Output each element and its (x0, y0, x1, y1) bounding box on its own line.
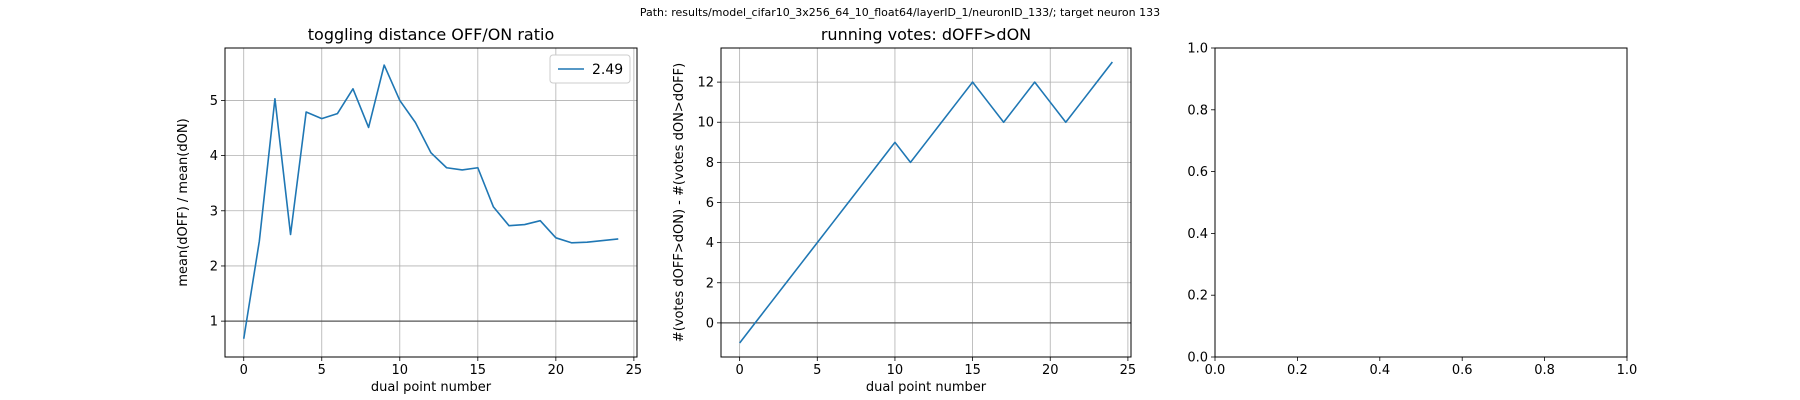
y-tick-label: 0.4 (1187, 227, 1208, 242)
y-tick-label: 2 (706, 276, 714, 291)
x-tick-label: 25 (1120, 363, 1137, 378)
y-tick-label: 0 (706, 316, 714, 331)
chart-panel-3: 0.0 0.2 0.4 0.6 0.8 1.0 0.0 0.2 0.4 0.6 0.8 1.0 (1187, 42, 1637, 379)
y-axis-label: mean(dOFF) / mean(dON) (176, 118, 191, 286)
y-tick-label: 8 (706, 156, 714, 171)
x-tick-label: 10 (392, 363, 409, 378)
series-line-1 (242, 64, 619, 339)
y-tick-label: 0.8 (1187, 103, 1208, 118)
y-tick-label: 0.2 (1187, 289, 1208, 304)
legend: 2.49 (549, 54, 631, 84)
y-tick-label: 12 (697, 76, 714, 91)
y-tick-label: 10 (697, 116, 714, 131)
axes-frame (1214, 47, 1628, 358)
x-tick-label: 15 (964, 363, 981, 378)
x-tick-label: 0.2 (1287, 363, 1308, 378)
y-tick-label: 1.0 (1187, 42, 1208, 57)
x-tick-label: 0.4 (1369, 363, 1390, 378)
y-tick-label: 4 (210, 149, 218, 164)
x-tick-label: 1.0 (1617, 363, 1638, 378)
y-tick-label: 5 (210, 94, 218, 109)
x-tick-label: 0.0 (1205, 363, 1226, 378)
axes-frame (224, 47, 638, 358)
y-axis-label: #(votes dOFF>dON) - #(votes dON>dOFF) (672, 63, 687, 342)
x-tick-label: 25 (626, 363, 643, 378)
chart-panel-2: 0 5 10 15 20 25 0 2 4 6 8 10 12 running votes: dOFF>d… (672, 25, 1136, 395)
chart-title: running votes: dOFF>dON (821, 25, 1031, 44)
y-tick-label: 4 (706, 236, 714, 251)
x-axis-label: dual point number (866, 380, 987, 395)
x-tick-label: 5 (813, 363, 821, 378)
x-tick-label: 5 (318, 363, 326, 378)
legend-label: 2.49 (592, 62, 623, 78)
chart-panel-1: 0 5 10 15 20 25 1 2 3 4 5 toggling distance OFF/ON … (176, 25, 642, 395)
legend-box (549, 54, 631, 84)
y-tick-label: 0.0 (1187, 351, 1208, 366)
y-tick-label: 2 (210, 259, 218, 274)
x-tick-label: 20 (1042, 363, 1059, 378)
x-tick-label: 10 (887, 363, 904, 378)
x-tick-label: 0 (240, 363, 248, 378)
x-axis-label: dual point number (371, 380, 492, 395)
x-tick-label: 0 (735, 363, 743, 378)
chart-title: toggling distance OFF/ON ratio (308, 25, 554, 44)
x-tick-label: 15 (470, 363, 487, 378)
y-tick-label: 3 (210, 204, 218, 219)
x-tick-label: 20 (548, 363, 565, 378)
figure-suptitle: Path: results/model_cifar10_3x256_64_10_… (640, 6, 1160, 19)
series-line-1 (739, 61, 1113, 344)
y-tick-label: 6 (706, 196, 714, 211)
y-tick-label: 0.6 (1187, 165, 1208, 180)
x-tick-label: 0.8 (1534, 363, 1555, 378)
y-tick-label: 1 (210, 315, 218, 330)
x-tick-label: 0.6 (1452, 363, 1473, 378)
